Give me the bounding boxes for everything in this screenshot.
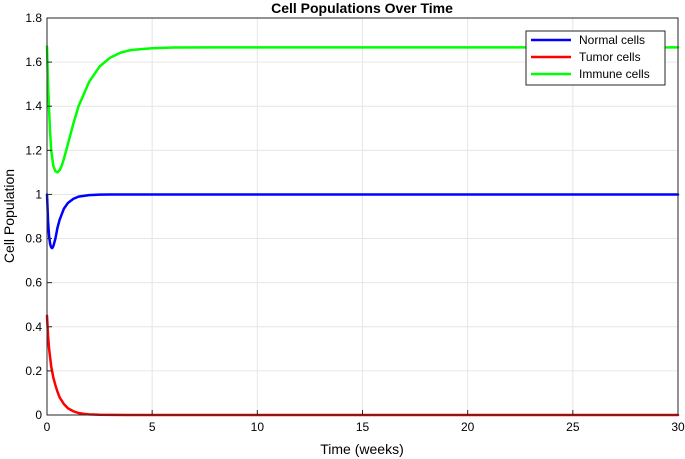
x-axis-label: Time (weeks) <box>320 441 404 457</box>
x-tick-label: 15 <box>356 420 370 434</box>
y-tick-label: 0.6 <box>25 276 42 290</box>
legend-label-tumor: Tumor cells <box>579 50 641 64</box>
axis-ticks: 0 5 10 15 20 25 30 0 0.2 0.4 0.6 0.8 1 1.2 1.4 1.6 1.8 <box>25 11 685 434</box>
y-tick-label: 1.6 <box>25 55 42 69</box>
y-tick-label: 1.8 <box>25 11 42 25</box>
x-tick-label: 5 <box>149 420 156 434</box>
legend-label-normal: Normal cells <box>579 33 645 47</box>
x-tick-label: 30 <box>671 420 685 434</box>
y-tick-label: 0 <box>35 408 42 422</box>
y-tick-label: 1.4 <box>25 99 42 113</box>
x-tick-label: 10 <box>251 420 265 434</box>
y-tick-label: 1.2 <box>25 143 42 157</box>
y-tick-label: 0.4 <box>25 320 42 334</box>
legend-label-immune: Immune cells <box>579 67 650 81</box>
series-line-normal-cells <box>45 193 680 250</box>
series-line-immune-cells <box>45 45 680 174</box>
y-tick-label: 0.8 <box>25 232 42 246</box>
x-tick-label: 25 <box>566 420 580 434</box>
y-tick-label: 0.2 <box>25 364 42 378</box>
y-tick-label: 1 <box>35 187 42 201</box>
x-tick-label: 20 <box>461 420 475 434</box>
chart-title: Cell Populations Over Time <box>271 0 453 16</box>
y-axis-label: Cell Population <box>1 169 17 263</box>
legend: Normal cells Tumor cells Immune cells <box>525 30 666 86</box>
x-tick-label: 0 <box>44 420 51 434</box>
